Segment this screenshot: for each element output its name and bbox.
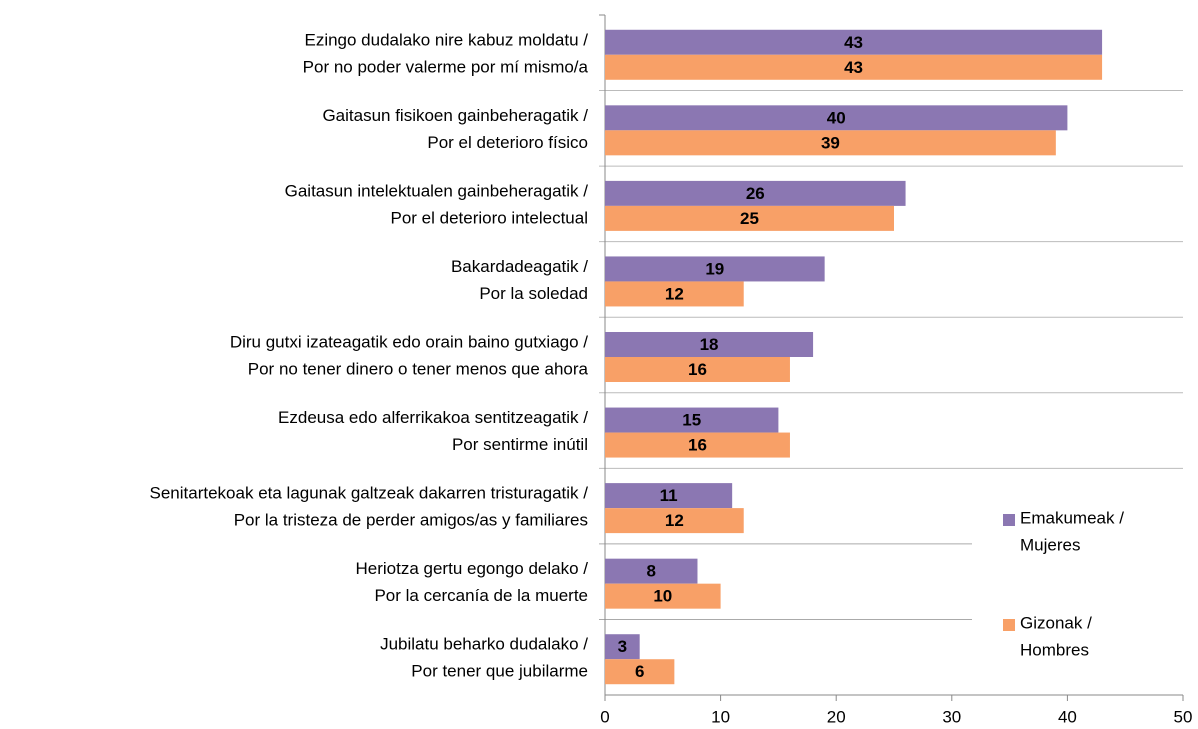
value-label: 16 [688, 360, 707, 379]
legend-swatch [1003, 619, 1015, 631]
value-label: 10 [653, 587, 672, 606]
bar [605, 54, 1103, 80]
bar [605, 180, 906, 206]
bar [605, 29, 1103, 55]
label: Senitartekoak eta lagunak galtzeak dakar… [150, 484, 589, 530]
value-label: 11 [660, 486, 678, 505]
label: Ezdeusa edo alferrikakoa sentitzeagatik … [278, 409, 588, 455]
label: Bakardadeagatik / Por la soledad [451, 257, 588, 303]
label: Jubilatu beharko dudalako / Por tener que… [380, 635, 588, 681]
value-label: 15 [682, 411, 701, 430]
legend-label: Gizonak / Hombres [1020, 614, 1092, 660]
label: Gaitasun fisikoen gainbeheragatik / Por e… [322, 106, 588, 152]
bar [605, 256, 825, 282]
bar [605, 508, 744, 534]
legend-label: Emakumeak / Mujeres [1020, 509, 1124, 555]
bar [605, 432, 790, 458]
bar [605, 583, 721, 609]
label: Diru gutxi izateagatik edo orain baino g… [230, 333, 589, 379]
value-label: 26 [746, 184, 765, 203]
value-label: 12 [665, 511, 684, 530]
bar [605, 281, 744, 307]
value-label: 39 [821, 133, 840, 152]
value-label: 43 [844, 58, 863, 77]
bar [605, 205, 894, 231]
value-label: 3 [618, 637, 627, 656]
bar [605, 332, 814, 357]
bar [605, 483, 733, 509]
value-label: 16 [688, 436, 707, 455]
value-label: 12 [665, 284, 684, 303]
value-label: 25 [740, 209, 759, 228]
value-label: 43 [844, 33, 863, 52]
x-tick-label: 40 [1058, 707, 1077, 726]
bar [605, 407, 779, 433]
label: Gaitasun intelektualen gainbeheragatik /… [285, 182, 589, 228]
label: Ezingo dudalako nire kabuz moldatu / Por … [303, 31, 589, 77]
label: Heriotza gertu egongo delako / Por la cer… [356, 560, 589, 606]
bar [605, 357, 790, 382]
bar [605, 105, 1068, 131]
bar [605, 634, 640, 660]
value-label: 6 [635, 662, 644, 681]
x-tick-label: 10 [711, 707, 730, 726]
bar [605, 558, 698, 584]
value-label: 8 [647, 562, 656, 581]
value-label: 18 [700, 335, 719, 354]
legend-swatch [1003, 514, 1015, 526]
value-label: 40 [827, 108, 846, 127]
bar [605, 659, 675, 685]
x-tick-label: 30 [942, 707, 961, 726]
bar [605, 130, 1056, 156]
value-label: 19 [705, 259, 724, 278]
x-tick-label: 50 [1174, 707, 1193, 726]
x-tick-label: 20 [827, 707, 846, 726]
x-tick-label: 0 [600, 707, 609, 726]
